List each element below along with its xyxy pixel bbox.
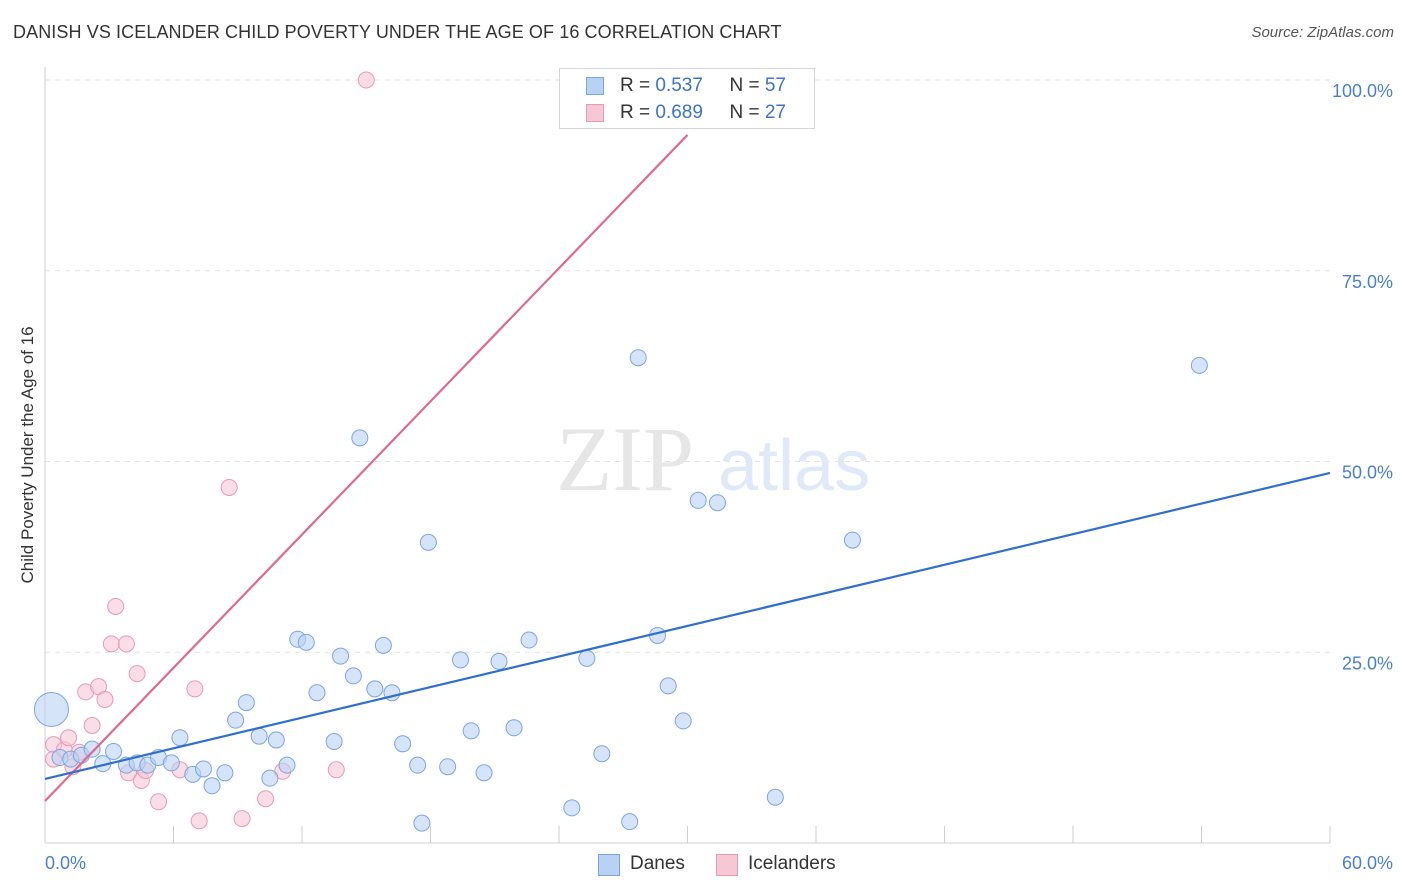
icelanders-point-10 xyxy=(102,635,120,653)
icelanders-point-17 xyxy=(150,793,168,811)
danes-point-17 xyxy=(227,711,245,729)
danes-point-37 xyxy=(439,758,457,776)
icelanders-point-20 xyxy=(190,812,208,830)
danes-point-41 xyxy=(490,652,508,670)
danes-point-4 xyxy=(83,740,101,758)
icelanders-legend-swatch xyxy=(716,854,738,876)
icelanders-n-label: N = xyxy=(729,102,765,123)
danes-point-31 xyxy=(374,636,392,654)
danes-point-29 xyxy=(351,429,369,447)
danes-point-38 xyxy=(451,651,469,669)
icelanders-legend-label: Icelanders xyxy=(748,853,836,874)
y-tick-label-75: 75.0% xyxy=(1342,272,1393,292)
icelanders-point-14 xyxy=(128,665,146,683)
danes-point-21 xyxy=(267,731,285,749)
icelanders-point-19 xyxy=(186,680,204,698)
danes-point-52 xyxy=(689,491,707,509)
danes-point-54 xyxy=(766,788,784,806)
icelanders-point-22 xyxy=(233,810,251,828)
danes-point-55 xyxy=(843,531,861,549)
danes-point-25 xyxy=(308,684,326,702)
icelanders-swatch xyxy=(586,104,604,122)
danes-point-19 xyxy=(250,727,268,745)
x-tick-label-max: 60.0% xyxy=(1342,853,1393,873)
watermark-atlas: atlas xyxy=(718,426,870,506)
chart-title: DANISH VS ICELANDER CHILD POVERTY UNDER … xyxy=(13,22,782,42)
icelanders-point-23 xyxy=(257,790,275,808)
danes-swatch xyxy=(586,77,604,95)
danes-r-label: R = xyxy=(620,75,656,96)
danes-trend-line xyxy=(44,471,1331,780)
danes-point-42 xyxy=(505,719,523,737)
y-tick-label-50: 50.0% xyxy=(1342,463,1393,483)
danes-point-47 xyxy=(621,813,639,831)
gridlines xyxy=(45,79,1330,653)
danes-point-33 xyxy=(394,735,412,753)
icelanders-point-9 xyxy=(96,691,114,709)
danes-point-50 xyxy=(659,677,677,695)
danes-point-24 xyxy=(297,633,315,651)
danes-point-22 xyxy=(278,756,296,774)
danes-point-51 xyxy=(674,712,692,730)
stats-legend: R = 0.537 N = 57 R = 0.689 N = 27 xyxy=(559,68,815,129)
danes-point-45 xyxy=(578,649,596,667)
source-credit: Source: ZipAtlas.com xyxy=(1251,24,1394,41)
danes-point-53 xyxy=(708,494,726,512)
danes-point-56 xyxy=(1190,356,1208,374)
icelanders-r-label: R = xyxy=(620,102,656,123)
icelanders-point-25 xyxy=(327,761,345,779)
danes-point-12 xyxy=(171,729,189,747)
danes-point-14 xyxy=(194,760,212,778)
danes-points xyxy=(33,349,1208,832)
danes-point-34 xyxy=(409,756,427,774)
trend-lines xyxy=(44,134,1331,802)
danes-r-value: 0.537 xyxy=(655,75,703,96)
icelanders-point-26 xyxy=(357,71,375,89)
tick-labels: 25.0% 50.0% 75.0% 100.0% 0.0% 60.0% xyxy=(45,81,1393,873)
icelanders-point-11 xyxy=(107,597,125,615)
danes-point-44 xyxy=(563,799,581,817)
danes-legend-label: Danes xyxy=(630,853,685,874)
danes-point-16 xyxy=(216,764,234,782)
danes-point-11 xyxy=(162,754,180,772)
danes-point-15 xyxy=(203,777,221,795)
danes-point-36 xyxy=(419,533,437,551)
danes-point-6 xyxy=(105,742,123,760)
icelanders-trend-line xyxy=(44,134,689,802)
danes-point-43 xyxy=(520,631,538,649)
danes-n-value: 57 xyxy=(764,75,786,96)
icelanders-point-21 xyxy=(220,478,238,496)
danes-point-39 xyxy=(462,722,480,740)
danes-point-48 xyxy=(629,349,647,367)
x-tick-label-min: 0.0% xyxy=(45,853,86,873)
danes-point-27 xyxy=(332,647,350,665)
danes-point-26 xyxy=(325,733,343,751)
danes-legend-swatch xyxy=(598,854,620,876)
danes-point-30 xyxy=(366,680,384,698)
y-tick-label-100: 100.0% xyxy=(1332,81,1393,101)
icelanders-r-value: 0.689 xyxy=(655,102,703,123)
watermark-zip: ZIP xyxy=(556,408,694,510)
icelanders-point-12 xyxy=(117,635,135,653)
icelanders-n-value: 27 xyxy=(764,102,786,123)
danes-point-18 xyxy=(237,694,255,712)
danes-point-35 xyxy=(413,814,431,832)
danes-point-46 xyxy=(593,745,611,763)
danes-point-20 xyxy=(261,769,279,787)
icelanders-points xyxy=(45,71,375,830)
danes-point-0 xyxy=(33,691,69,727)
danes-point-28 xyxy=(344,667,362,685)
danes-n-label: N = xyxy=(729,75,765,96)
danes-point-40 xyxy=(475,764,493,782)
y-tick-label-25: 25.0% xyxy=(1342,653,1393,673)
icelanders-point-3 xyxy=(60,729,78,747)
icelanders-point-7 xyxy=(83,716,101,734)
